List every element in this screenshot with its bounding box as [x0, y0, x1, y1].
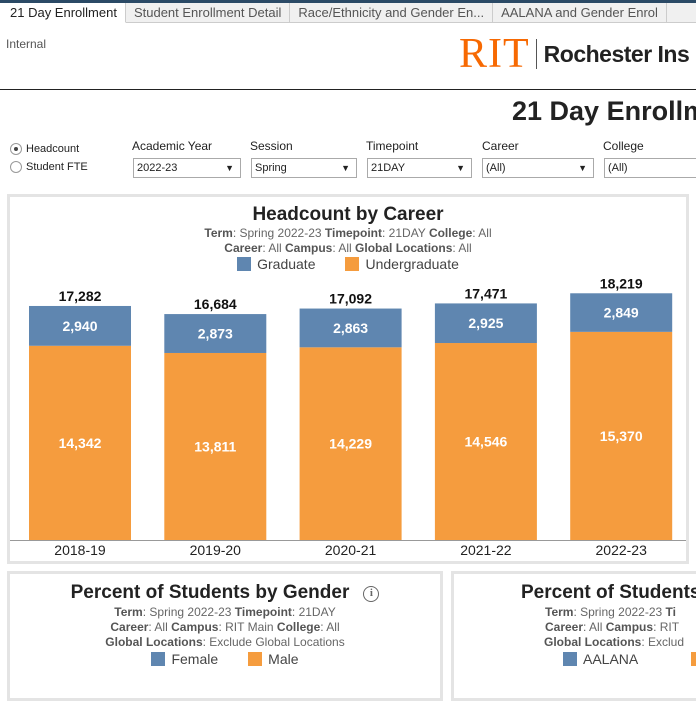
bar-undergraduate[interactable] — [570, 331, 673, 540]
logo-divider — [535, 39, 537, 69]
dropdown-arrow-icon: ▼ — [341, 163, 350, 173]
data-label-total: 16,684 — [194, 296, 237, 312]
data-label-undergraduate: 13,811 — [194, 438, 236, 454]
bar-undergraduate[interactable] — [434, 343, 537, 540]
filter-label-career: Career — [482, 139, 519, 153]
aalana-subtitle-3: Global Locations: Exclud — [544, 635, 685, 649]
bar-graduate[interactable] — [29, 305, 131, 346]
session-select[interactable]: Spring ▼ — [251, 158, 357, 178]
radio-selected-icon — [10, 143, 22, 155]
top-bar — [0, 0, 696, 3]
data-label-graduate: 2,925 — [468, 315, 503, 331]
dropdown-arrow-icon: ▼ — [456, 163, 465, 173]
dropdown-arrow-icon: ▼ — [225, 163, 234, 173]
tab-aalana-gender[interactable]: AALANA and Gender Enrol — [493, 3, 667, 23]
data-label-graduate: 2,863 — [333, 320, 368, 336]
gender-subtitle-1: Term: Spring 2022-23 Timepoint: 21DAY — [114, 605, 336, 619]
bar-graduate[interactable] — [164, 314, 267, 353]
chart-title: Headcount by Career — [252, 204, 444, 225]
select-value: 21DAY — [371, 162, 406, 174]
filter-label-session: Session — [250, 139, 293, 153]
data-label-undergraduate: 15,370 — [600, 428, 643, 444]
data-label-total: 17,092 — [329, 291, 372, 307]
legend-item-undergraduate[interactable]: Undergraduate — [345, 256, 459, 272]
select-value: (All) — [486, 162, 506, 174]
gender-subtitle-3: Global Locations: Exclude Global Locatio… — [105, 635, 345, 649]
select-value: Spring — [255, 162, 287, 174]
filter-label-timepoint: Timepoint — [366, 139, 419, 153]
academic-year-select[interactable]: 2022-23 ▼ — [133, 158, 241, 178]
data-label-total: 17,282 — [59, 288, 102, 304]
chart-subtitle-1: Term: Spring 2022-23 Timepoint: 21DAY Co… — [204, 226, 492, 240]
data-label-total: 17,471 — [464, 285, 507, 301]
legend-item-male[interactable]: Male — [248, 651, 299, 667]
header-divider — [0, 89, 696, 90]
legend-item-aalana[interactable]: AALANA — [563, 651, 637, 667]
timepoint-select[interactable]: 21DAY ▼ — [367, 158, 472, 178]
tab-bar: 21 Day Enrollment Student Enrollment Det… — [0, 3, 696, 23]
dropdown-arrow-icon: ▼ — [578, 163, 587, 173]
info-icon[interactable]: i — [363, 586, 380, 602]
career-select[interactable]: (All) ▼ — [482, 158, 594, 178]
tab-race-ethnicity-gender[interactable]: Race/Ethnicity and Gender En... — [290, 3, 494, 23]
aalana-subtitle-2: Career: All Campus: RIT — [545, 620, 680, 634]
gender-legend: Female Male — [10, 651, 440, 667]
x-tick-label: 2022-23 — [596, 542, 648, 558]
gender-chart-title: Percent of Students by Gender i — [10, 582, 440, 604]
radio-headcount[interactable]: Headcount — [10, 143, 79, 155]
legend-item-female[interactable]: Female — [151, 651, 218, 667]
college-select[interactable]: (All) — [604, 158, 696, 178]
data-label-total: 18,219 — [600, 275, 643, 291]
logo-mark: RIT — [459, 31, 530, 77]
select-value: 2022-23 — [137, 162, 178, 174]
tab-student-enrollment-detail[interactable]: Student Enrollment Detail — [126, 3, 291, 23]
bar-graduate[interactable] — [299, 308, 402, 348]
gender-panel: Percent of Students by Gender i Term: Spr… — [7, 571, 443, 701]
filter-label-academic-year: Academic Year — [132, 139, 213, 153]
rit-logo: RIT Rochester Ins — [459, 31, 690, 77]
page-title: 21 Day Enrollm — [512, 96, 696, 126]
bar-undergraduate[interactable] — [299, 347, 402, 540]
data-label-undergraduate: 14,342 — [59, 435, 102, 451]
radio-student-fte[interactable]: Student FTE — [10, 161, 88, 173]
aalana-chart-title: Percent of Students — [521, 582, 696, 603]
aalana-legend: AALANA — [563, 651, 696, 667]
bar-graduate[interactable] — [570, 293, 673, 332]
bar-graduate[interactable] — [434, 303, 537, 344]
bar-undergraduate[interactable] — [29, 345, 131, 540]
tab-21-day-enrollment[interactable]: 21 Day Enrollment — [0, 3, 126, 23]
headcount-chart: 14,342 2,940 17,282 2018-19 13,811 2,873 16,68… — [10, 275, 686, 558]
chart-legend: Graduate Undergraduate — [10, 256, 686, 272]
radio-label: Headcount — [26, 143, 80, 155]
data-label-undergraduate: 14,546 — [464, 434, 507, 450]
legend-swatch-other — [691, 652, 696, 666]
aalana-panel: Percent of Students Term: Spring 2022-23… — [451, 571, 696, 701]
x-tick-label: 2020-21 — [325, 542, 377, 558]
filter-label-college: College — [603, 139, 644, 153]
headcount-panel: Headcount by Career Term: Spring 2022-23… — [7, 194, 689, 564]
x-tick-label: 2021-22 — [460, 542, 512, 558]
radio-unselected-icon — [10, 161, 22, 173]
data-label-graduate: 2,849 — [604, 305, 639, 321]
x-tick-label: 2018-19 — [54, 542, 106, 558]
chart-subtitle-2: Career: All Campus: All Global Locations… — [224, 241, 472, 255]
internal-label: Internal — [6, 37, 47, 51]
legend-item-graduate[interactable]: Graduate — [237, 256, 315, 272]
x-tick-label: 2019-20 — [190, 542, 242, 558]
select-value: (All) — [608, 162, 628, 174]
data-label-undergraduate: 14,229 — [329, 436, 372, 452]
logo-name: Rochester Ins — [543, 40, 690, 67]
radio-label: Student FTE — [26, 161, 88, 173]
gender-subtitle-2: Career: All Campus: RIT Main College: Al… — [110, 620, 340, 634]
data-label-graduate: 2,873 — [198, 326, 233, 342]
bar-undergraduate[interactable] — [164, 352, 267, 540]
aalana-subtitle-1: Term: Spring 2022-23 Ti — [545, 605, 676, 619]
data-label-graduate: 2,940 — [62, 318, 97, 334]
